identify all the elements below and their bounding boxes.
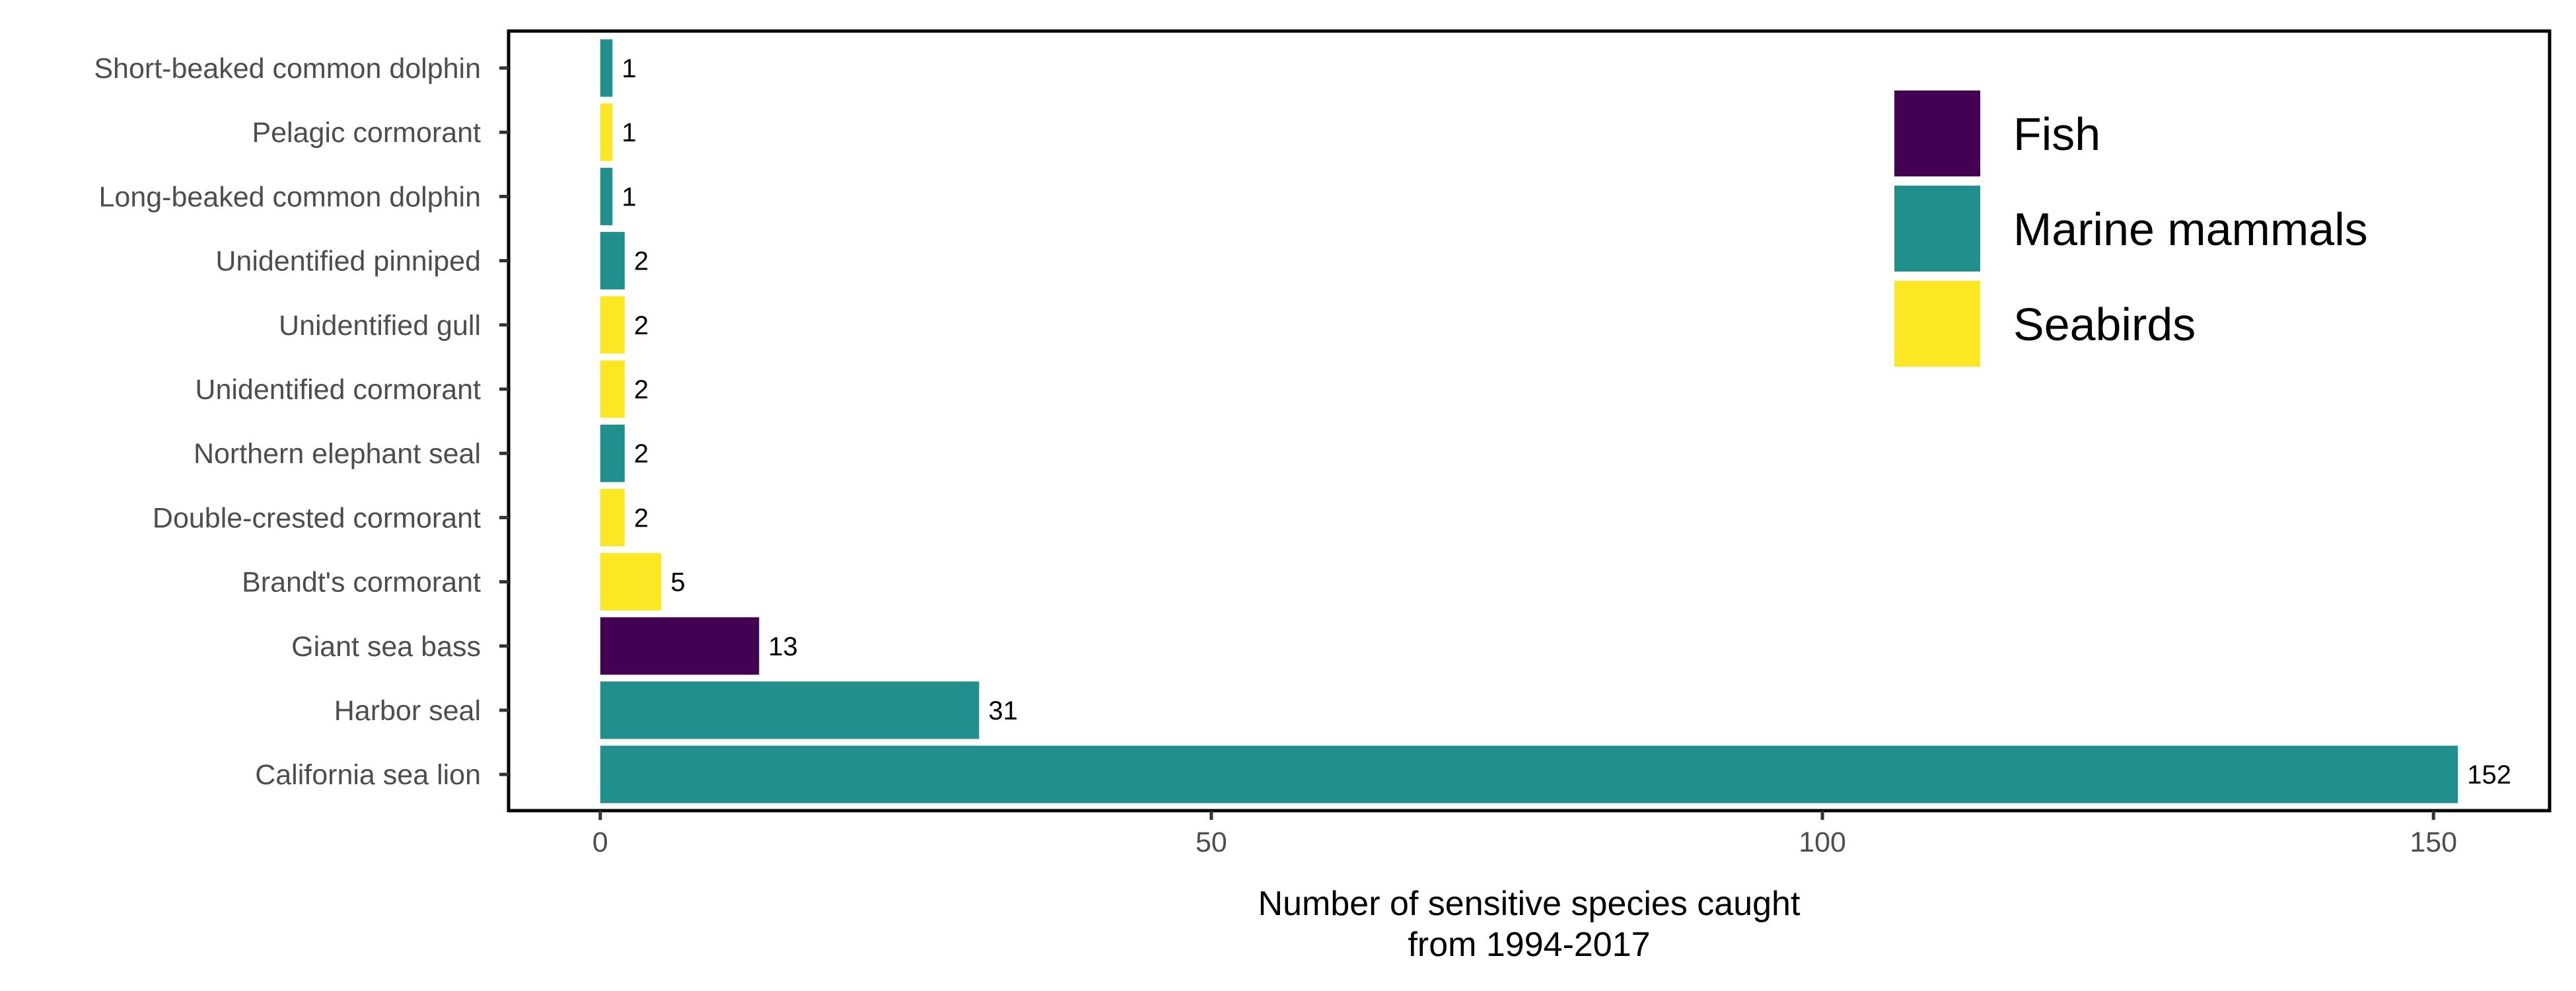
bars-layer xyxy=(600,39,2458,803)
y-tick-label: Pelagic cormorant xyxy=(252,117,481,149)
y-tick-label: Giant sea bass xyxy=(291,631,481,663)
y-tick-label: Long-beaked common dolphin xyxy=(98,181,481,213)
y-tick-label: Unidentified pinniped xyxy=(215,246,481,277)
y-tick-label: Northern elephant seal xyxy=(194,438,481,470)
bar-value-label: 31 xyxy=(988,696,1018,725)
x-axis-label-line-1: Number of sensitive species caught xyxy=(1258,885,1801,923)
legend-label: Seabirds xyxy=(2013,299,2196,350)
bar xyxy=(600,424,625,482)
bar xyxy=(600,745,2458,803)
legend-key xyxy=(1894,91,1980,176)
y-axis: Short-beaked common dolphin Pelagic cormo… xyxy=(94,53,509,791)
y-tick-label: California sea lion xyxy=(255,759,481,791)
bar xyxy=(600,617,760,675)
legend-key xyxy=(1894,281,1980,367)
bar xyxy=(600,360,625,418)
bar xyxy=(600,103,613,161)
x-axis-label-line-2: from 1994-2017 xyxy=(1408,926,1650,964)
y-tick-label: Harbor seal xyxy=(334,695,481,727)
y-tick-label: Unidentified gull xyxy=(279,310,481,342)
bar xyxy=(600,39,613,97)
x-tick-label: 100 xyxy=(1799,826,1846,858)
bar-labels-layer: 1 1 1 2 2 2 2 2 5 13 31 152 xyxy=(622,54,2511,789)
bar-value-label: 2 xyxy=(634,375,649,404)
bar xyxy=(600,296,625,354)
bar-value-label: 2 xyxy=(634,503,649,532)
bar-value-label: 2 xyxy=(634,247,649,276)
bar-value-label: 2 xyxy=(634,439,649,468)
x-axis: 0 50 100 150 xyxy=(592,811,2457,858)
bar xyxy=(600,488,625,546)
legend-label: Marine mammals xyxy=(2013,203,2368,255)
bar xyxy=(600,232,625,290)
bar xyxy=(600,167,613,225)
bar-value-label: 5 xyxy=(670,568,685,597)
bar-value-label: 2 xyxy=(634,311,649,340)
bar xyxy=(600,553,662,611)
x-tick-label: 50 xyxy=(1196,826,1227,858)
y-tick-label: Short-beaked common dolphin xyxy=(94,53,481,85)
x-tick-label: 0 xyxy=(592,826,608,858)
legend-key xyxy=(1894,186,1980,272)
y-tick-label: Unidentified cormorant xyxy=(195,374,481,406)
bar-value-label: 152 xyxy=(2467,760,2511,789)
bar-value-label: 1 xyxy=(622,54,636,83)
bar-value-label: 1 xyxy=(622,182,636,211)
bar-value-label: 1 xyxy=(622,118,636,147)
legend: Fish Marine mammals Seabirds xyxy=(1894,91,2368,367)
x-tick-label: 150 xyxy=(2410,826,2457,858)
y-tick-label: Double-crested cormorant xyxy=(153,502,481,534)
bar-value-label: 13 xyxy=(768,632,798,661)
legend-label: Fish xyxy=(2013,108,2100,160)
plot-panel-border xyxy=(507,29,2552,813)
bar xyxy=(600,681,980,739)
y-tick-label: Brandt's cormorant xyxy=(242,567,481,599)
